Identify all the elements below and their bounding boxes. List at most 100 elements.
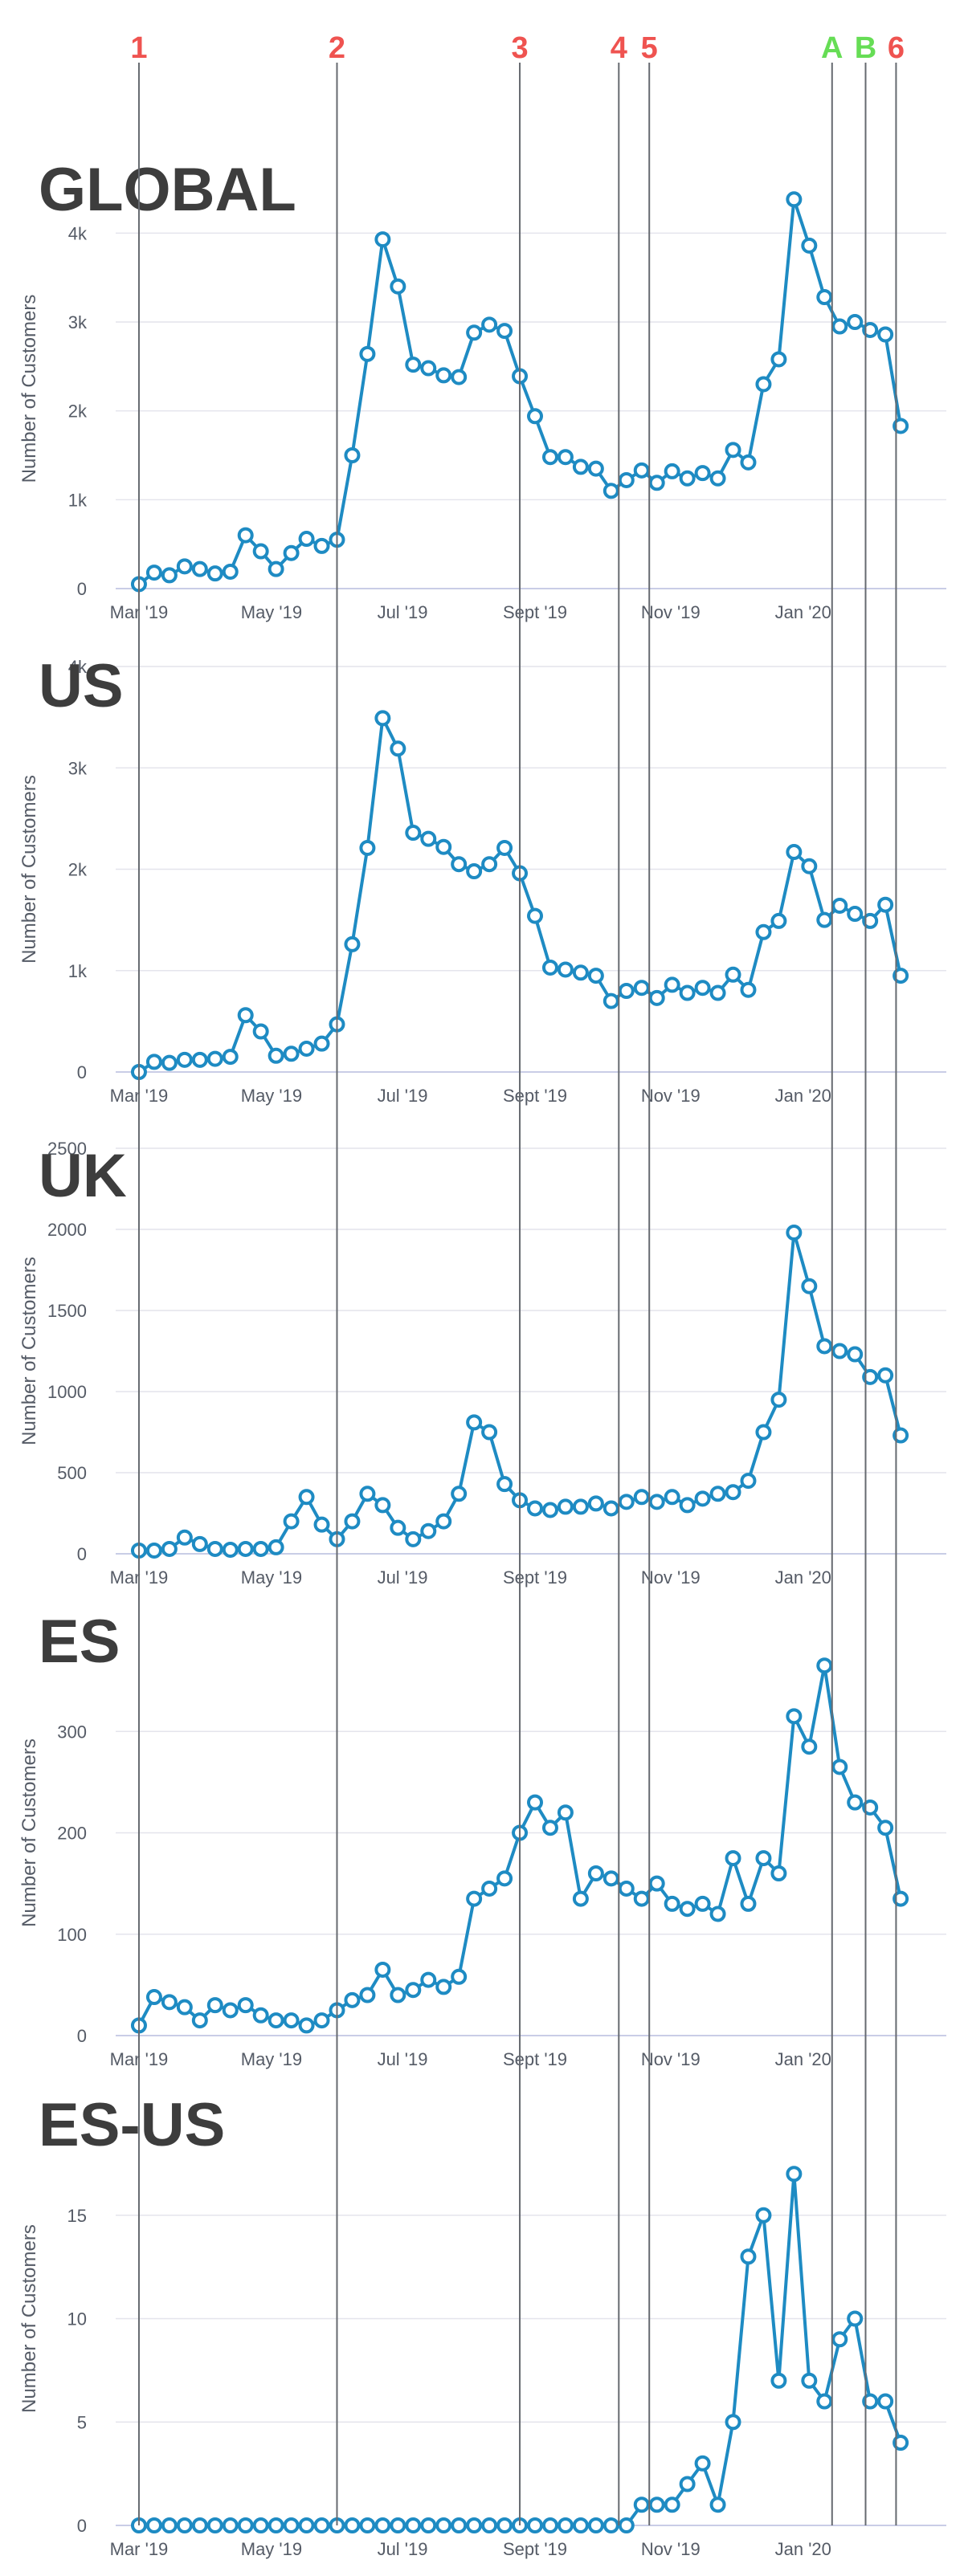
data-point [496, 323, 513, 340]
data-point [344, 2517, 361, 2533]
x-tick-label: Jan '20 [775, 602, 831, 622]
data-point [176, 1999, 193, 2016]
data-point [191, 560, 208, 577]
data-point [435, 1513, 452, 1530]
data-point [618, 471, 635, 488]
data-point [847, 906, 864, 923]
x-tick-label: May '19 [241, 2049, 302, 2069]
data-point [466, 324, 483, 341]
x-tick-label: Jul '19 [378, 1567, 428, 1588]
data-point [679, 1497, 696, 1514]
data-point [572, 1890, 589, 1907]
x-tick-label: Jan '20 [775, 2049, 831, 2069]
event-marker-label: A [821, 31, 843, 65]
data-point [725, 2414, 741, 2431]
data-point [633, 1890, 650, 1907]
data-point [557, 1804, 574, 1821]
y-tick-label: 0 [77, 1062, 87, 1082]
data-point [801, 1738, 818, 1755]
data-point [405, 357, 422, 373]
data-point [176, 2517, 193, 2533]
data-point [222, 1541, 239, 1558]
data-point [222, 563, 239, 580]
data-point [541, 1502, 558, 1518]
data-point [572, 964, 589, 981]
data-point [527, 1794, 543, 1811]
data-point [466, 2517, 483, 2533]
y-tick-label: 0 [77, 2516, 87, 2536]
chart-panel-5: 0 5 10 15 Mar '19 May '19 Jul '19 Sept '19 Nov '… [18, 2091, 946, 2559]
y-axis-title: Number of Customers [18, 295, 40, 483]
data-point [725, 1484, 741, 1501]
data-point [145, 1542, 162, 1559]
x-tick-label: Jul '19 [378, 1086, 428, 1106]
data-point [359, 345, 376, 362]
data-point [709, 2497, 726, 2513]
data-point [725, 966, 741, 983]
event-marker-label: 2 [329, 31, 345, 65]
event-marker-label: B [855, 31, 876, 65]
y-tick-label: 200 [57, 1824, 87, 1844]
data-point [816, 289, 833, 306]
data-point [770, 1392, 787, 1408]
data-point [664, 976, 680, 993]
data-point [755, 2207, 772, 2223]
y-tick-label: 3k [68, 312, 88, 332]
data-point [527, 907, 543, 924]
data-point [602, 992, 619, 1009]
data-point [664, 463, 680, 479]
data-point [283, 1513, 300, 1530]
data-point [420, 2517, 437, 2533]
data-point [145, 2517, 162, 2533]
data-point [283, 544, 300, 561]
data-point [435, 838, 452, 855]
data-point [206, 2517, 223, 2533]
data-point [496, 1870, 513, 1887]
y-axis-title: Number of Customers [18, 1257, 40, 1445]
data-point [420, 360, 437, 377]
data-point [893, 1890, 909, 1907]
data-point [831, 1343, 848, 1359]
x-tick-label: Jan '20 [775, 2539, 831, 2559]
data-point [191, 2012, 208, 2029]
data-point [374, 2517, 391, 2533]
data-point [359, 1987, 376, 2003]
data-point [709, 1486, 726, 1502]
data-point [176, 1051, 193, 1068]
y-tick-label: 2500 [47, 1139, 87, 1159]
data-point [679, 984, 696, 1001]
data-point [633, 2497, 650, 2513]
data-point [618, 1494, 635, 1510]
data-point [298, 2517, 315, 2533]
data-point [648, 1494, 665, 1510]
data-point [816, 1657, 833, 1674]
data-point [862, 1368, 879, 1385]
data-point [420, 830, 437, 847]
y-tick-label: 0 [77, 579, 87, 599]
data-point [679, 1901, 696, 1918]
data-point [222, 2002, 239, 2019]
data-point [222, 1049, 239, 1066]
data-point [359, 1486, 376, 1502]
data-point [633, 462, 650, 479]
data-point [893, 968, 909, 984]
event-marker-label: 1 [130, 31, 147, 65]
data-point [466, 1890, 483, 1907]
data-point [298, 1489, 315, 1506]
data-point [664, 1489, 680, 1506]
data-point [709, 1906, 726, 1922]
data-point [527, 2517, 543, 2533]
data-point [648, 2497, 665, 2513]
data-point [862, 1799, 879, 1816]
y-tick-label: 10 [67, 2309, 87, 2329]
data-point [786, 191, 803, 208]
y-tick-label: 4k [68, 223, 88, 243]
data-point [344, 1991, 361, 2008]
data-point [405, 1982, 422, 1999]
data-point [374, 1497, 391, 1514]
data-point [145, 565, 162, 581]
data-point [313, 537, 330, 554]
